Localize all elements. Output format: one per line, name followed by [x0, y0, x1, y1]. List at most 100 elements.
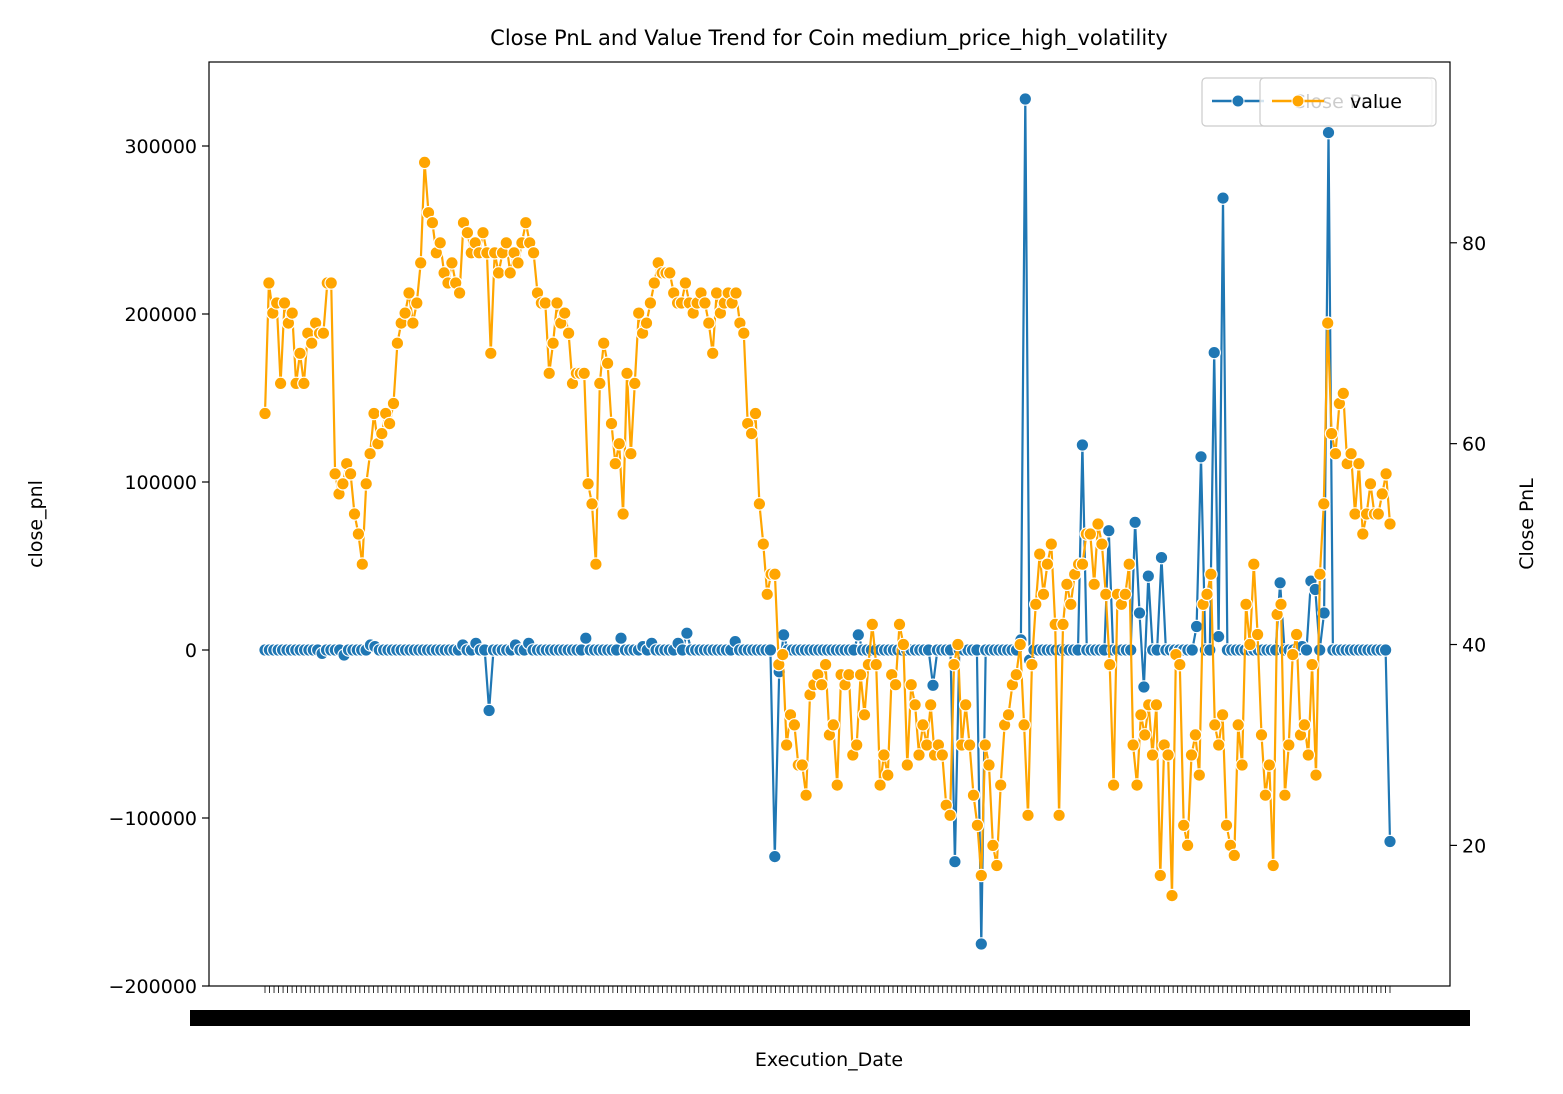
data-point [986, 838, 1000, 853]
data-point [958, 697, 973, 712]
data-point [351, 527, 366, 541]
data-point [355, 557, 370, 571]
data-point [767, 849, 782, 864]
data-point [1032, 547, 1047, 561]
data-point [851, 628, 866, 642]
right-y-tick-label: 80 [1462, 233, 1486, 255]
data-point [1013, 637, 1027, 652]
data-point [1145, 748, 1160, 762]
data-point [1356, 527, 1370, 541]
data-point [324, 276, 338, 290]
data-point [425, 215, 440, 230]
data-point [1009, 667, 1024, 682]
data-point [433, 236, 447, 250]
data-point [561, 326, 576, 340]
legend-label-value: value [1350, 91, 1402, 113]
data-point [1273, 575, 1287, 590]
data-point [1149, 697, 1164, 712]
data-point [974, 937, 989, 951]
legend-box-value [1259, 77, 1437, 127]
data-point [896, 637, 911, 652]
data-point [616, 507, 630, 521]
data-point [869, 657, 883, 672]
data-point [1285, 647, 1300, 662]
data-point [409, 296, 424, 310]
data-point [948, 854, 962, 869]
data-point [744, 426, 759, 441]
data-point [343, 466, 358, 481]
data-point [1215, 707, 1230, 722]
data-point [787, 718, 802, 732]
data-point [880, 768, 895, 782]
data-point [1266, 858, 1280, 873]
data-point [853, 667, 868, 682]
data-point [912, 748, 926, 762]
data-point [982, 758, 996, 772]
data-point [1106, 778, 1121, 792]
data-point [1227, 848, 1242, 863]
data-point [1180, 838, 1195, 853]
data-point [947, 657, 961, 672]
data-point [1075, 438, 1090, 452]
left-y-tick-label: 100000 [124, 472, 197, 494]
data-point [643, 296, 658, 310]
data-point [1299, 643, 1314, 657]
data-point [347, 507, 362, 521]
data-point [1211, 738, 1226, 752]
data-point [624, 446, 638, 461]
data-point [1289, 627, 1304, 642]
data-point [511, 256, 525, 270]
data-point [273, 376, 288, 391]
data-point [1235, 758, 1249, 772]
data-point [1194, 449, 1208, 464]
data-point [978, 738, 992, 752]
left-y-axis: −200000 −100000 0 100000 200000 300000 [109, 136, 209, 998]
data-point [760, 587, 774, 602]
data-point [1204, 567, 1218, 581]
data-point [1301, 748, 1316, 762]
data-point [1099, 587, 1113, 602]
right-y-tick-label: 40 [1462, 635, 1486, 657]
data-point [538, 296, 553, 310]
data-point [406, 316, 420, 330]
data-point [1087, 577, 1101, 592]
data-point [316, 326, 331, 340]
data-point [285, 306, 299, 320]
data-point [297, 376, 311, 391]
data-point [550, 296, 564, 310]
data-point [1102, 523, 1116, 538]
data-point [989, 858, 1004, 873]
data-point [826, 718, 841, 732]
data-point [1138, 728, 1152, 742]
right-y-axis-label: Close PnL [1516, 478, 1538, 570]
data-point [1344, 446, 1358, 461]
data-point [799, 788, 813, 802]
data-point [795, 758, 809, 772]
data-point [367, 406, 381, 421]
data-point [277, 296, 292, 310]
data-point [1352, 456, 1366, 471]
data-point [1036, 587, 1051, 602]
data-point [814, 677, 829, 692]
data-point [1052, 808, 1066, 823]
data-point [1371, 507, 1386, 521]
data-point [763, 643, 778, 657]
data-point [585, 497, 599, 511]
data-point [1128, 515, 1142, 530]
data-point [258, 406, 272, 421]
data-point [1239, 597, 1253, 612]
data-point [542, 366, 556, 381]
data-point [518, 215, 533, 230]
data-point [1282, 738, 1296, 752]
right-y-tick-label: 60 [1462, 434, 1486, 456]
series-value [258, 155, 1397, 903]
data-point [293, 346, 307, 361]
data-point [1363, 476, 1378, 491]
data-point [1308, 582, 1323, 597]
data-point [705, 346, 720, 361]
data-point [892, 617, 907, 632]
data-point [578, 631, 593, 645]
data-point [1243, 637, 1257, 652]
